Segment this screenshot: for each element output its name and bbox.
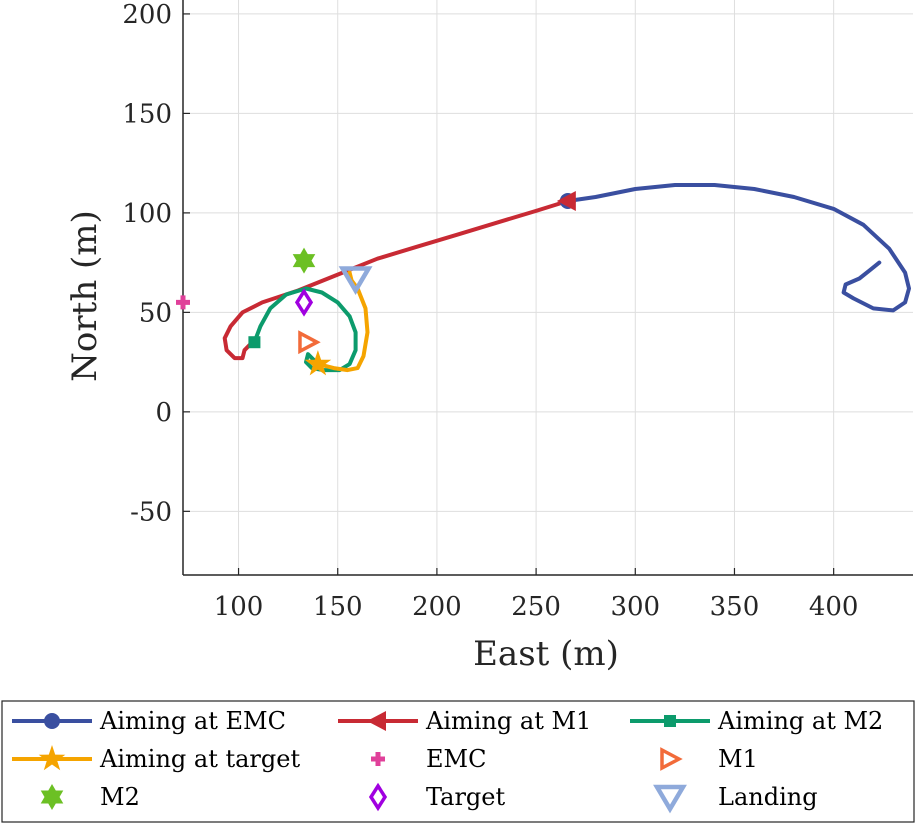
- y-tick-label: 0: [155, 398, 172, 428]
- legend-item-emc: EMC: [371, 745, 486, 773]
- x-tick-label: 350: [710, 592, 760, 622]
- legend-marker-emc: [371, 752, 385, 766]
- legend-box: [1, 700, 915, 823]
- legend-item-target: Target: [368, 782, 505, 812]
- legend-marker-aiming-at-emc: [44, 713, 60, 729]
- legend: Aiming at EMC Aiming at M1 Aiming at M2 Aim…: [1, 700, 915, 823]
- x-tick-label: 100: [214, 592, 264, 622]
- legend-marker-m2: [40, 784, 64, 810]
- series-marker-aiming-at-target: [304, 350, 332, 376]
- grid-lines: [183, 0, 913, 575]
- legend-label: Aiming at M1: [425, 707, 591, 735]
- legend-marker-aiming-at-target: [38, 745, 66, 771]
- legend-label: Target: [426, 783, 505, 811]
- legend-item-m2: M2: [40, 783, 140, 811]
- legend-item-landing: Landing: [653, 783, 818, 814]
- legend-label: M2: [100, 783, 140, 811]
- y-tick-label: 100: [122, 199, 172, 229]
- legend-marker-landing: [653, 784, 687, 814]
- series-marker-aiming-at-m2: [248, 336, 261, 349]
- y-tick-label: -50: [130, 497, 172, 527]
- legend-item-aiming-at-m1: Aiming at M1: [338, 707, 591, 735]
- point-m1: [298, 330, 321, 355]
- x-tick-label: 150: [313, 592, 363, 622]
- legend-label: EMC: [426, 745, 486, 773]
- legend-label: M1: [718, 745, 758, 773]
- y-tick-label: 50: [139, 298, 172, 328]
- series-marker-aiming-at-m1: [556, 190, 576, 211]
- plot-series: [176, 183, 911, 376]
- series-line-aiming-at-emc: [565, 183, 911, 313]
- series-line-aiming-at-m1: [222, 199, 570, 361]
- legend-label: Aiming at target: [99, 745, 300, 773]
- legend-marker-m1: [660, 747, 683, 771]
- legend-label: Aiming at M2: [717, 707, 883, 735]
- axes: [182, 0, 913, 576]
- tick-labels: 100 150 200 250 300 350 400 -50 0 50 100 150 200: [122, 0, 858, 622]
- legend-marker-aiming-at-m1: [367, 711, 386, 731]
- series-line-aiming-at-m2: [252, 286, 358, 373]
- legend-marker-aiming-at-m2: [664, 715, 676, 727]
- x-tick-label: 400: [809, 592, 859, 622]
- point-emc: [176, 295, 190, 310]
- point-target: [294, 288, 314, 317]
- x-tick-label: 300: [610, 592, 660, 622]
- legend-label: Aiming at EMC: [99, 707, 286, 735]
- legend-item-aiming-at-target: Aiming at target: [12, 745, 300, 773]
- x-tick-label: 250: [511, 592, 561, 622]
- legend-item-m1: M1: [660, 745, 758, 773]
- y-tick-label: 200: [122, 0, 172, 30]
- legend-label: Landing: [718, 783, 818, 811]
- y-tick-label: 150: [122, 99, 172, 129]
- point-m2: [292, 247, 316, 274]
- legend-item-aiming-at-emc: Aiming at EMC: [12, 707, 286, 735]
- point-landing: [338, 266, 373, 295]
- legend-item-aiming-at-m2: Aiming at M2: [630, 707, 883, 735]
- x-tick-label: 200: [412, 592, 462, 622]
- x-axis-label: East (m): [473, 634, 619, 674]
- legend-marker-target: [368, 782, 388, 812]
- y-axis-label: North (m): [65, 210, 105, 382]
